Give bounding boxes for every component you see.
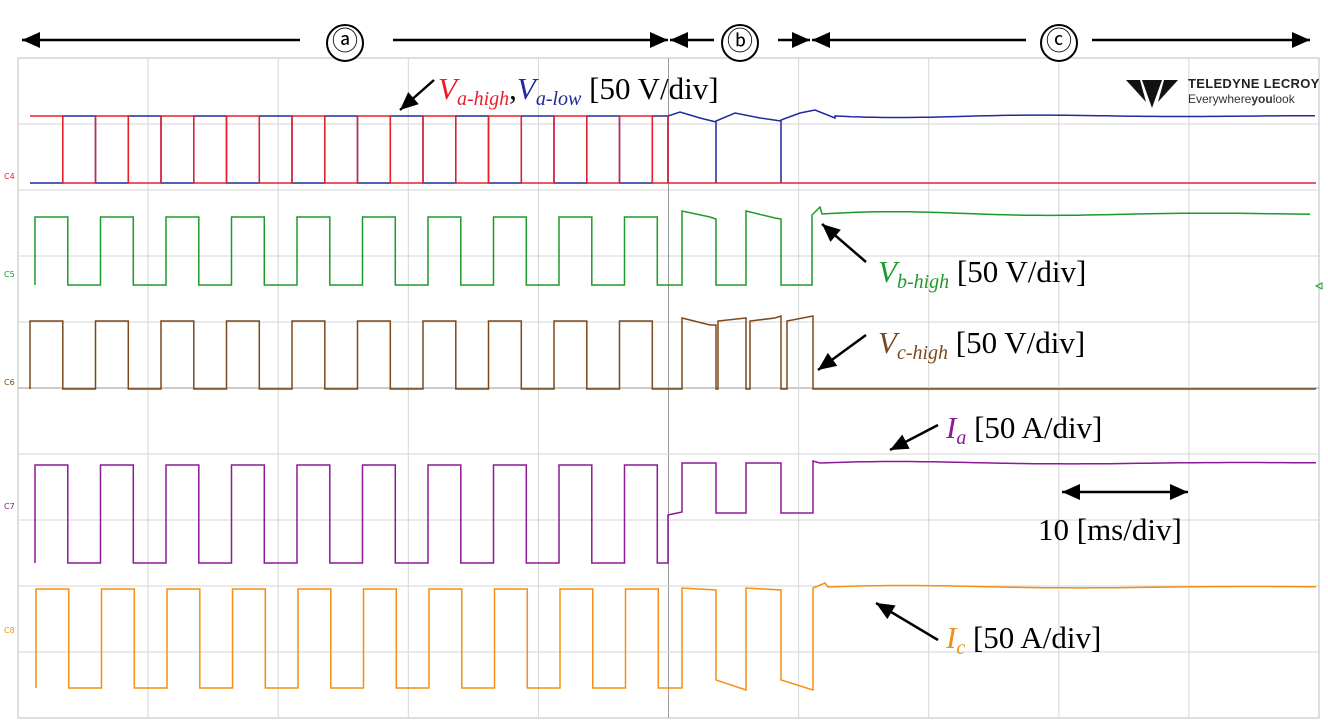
va-low-symbol: V xyxy=(516,71,536,106)
section-a-arrow-right xyxy=(393,32,668,48)
section-c-arrow-left xyxy=(812,32,1026,48)
vb-scale: [50 V/div] xyxy=(949,254,1087,289)
vb-symbol: V xyxy=(878,254,897,289)
ia-scale: [50 A/div] xyxy=(966,410,1103,445)
vc-symbol: V xyxy=(878,325,897,360)
section-c-label: ⓒ xyxy=(1040,24,1078,62)
annotation-arrows xyxy=(22,32,1323,642)
teledyne-logo-icon xyxy=(1126,80,1178,108)
grid xyxy=(17,57,1320,719)
ic-scale: [50 A/div] xyxy=(965,620,1102,655)
va-scale: [50 V/div] xyxy=(581,71,719,106)
trace-ic xyxy=(35,582,1317,692)
timebase-arrow xyxy=(1062,484,1188,500)
timebase-label: 10 [ms/div] xyxy=(1038,512,1182,547)
trace-vb-high xyxy=(34,205,1311,286)
annotation-ia: Ia [50 A/div] xyxy=(946,412,1102,448)
ia-symbol: I xyxy=(946,410,957,445)
logo-tagline: Everywhereyoulook xyxy=(1188,92,1295,106)
annotation-va: Va-high,Va-low [50 V/div] xyxy=(438,73,719,109)
traces xyxy=(29,109,1317,692)
trace-va-high xyxy=(30,115,1316,184)
channel-label-c4: C4 xyxy=(4,172,15,181)
section-a-arrow-left xyxy=(22,32,300,48)
section-a-label: ⓐ xyxy=(326,24,364,62)
logo-brand: TELEDYNE LECROY xyxy=(1188,76,1320,91)
teledyne-lecroy-logo: TELEDYNE LECROY Everywhereyoulook xyxy=(1122,72,1322,112)
va-pointer-arrow xyxy=(399,79,435,111)
ia-pointer-arrow xyxy=(889,423,939,452)
logo-tagline-post: look xyxy=(1272,92,1295,106)
trace-vc-high xyxy=(29,314,1316,390)
ic-symbol: I xyxy=(946,620,957,655)
vb-pointer-arrow xyxy=(821,223,867,263)
vb-subscript: b-high xyxy=(896,271,950,293)
va-high-symbol: V xyxy=(438,71,457,106)
va-high-subscript: a-high xyxy=(456,88,510,110)
section-c-arrow-right xyxy=(1092,32,1310,48)
vc-pointer-arrow xyxy=(817,333,867,372)
section-b-label: ⓑ xyxy=(721,24,759,62)
annotation-vc: Vc-high [50 V/div] xyxy=(878,327,1085,363)
channel-label-c6: C6 xyxy=(4,378,15,387)
section-b-arrow-right xyxy=(778,32,810,48)
section-b-arrow-left xyxy=(670,32,714,48)
trigger-marker-icon xyxy=(1314,282,1323,290)
channel-label-c7: C7 xyxy=(4,502,15,511)
channel-label-c8: C8 xyxy=(4,626,15,635)
annotation-ic: Ic [50 A/div] xyxy=(946,622,1101,658)
channel-label-c5: C5 xyxy=(4,270,15,279)
trace-va-low xyxy=(30,109,1315,184)
ia-subscript: a xyxy=(956,427,967,449)
ic-subscript: c xyxy=(956,637,966,659)
logo-tagline-bold: you xyxy=(1251,92,1273,106)
vc-subscript: c-high xyxy=(896,342,949,364)
vc-scale: [50 V/div] xyxy=(948,325,1086,360)
trace-ia xyxy=(34,460,1316,564)
ic-pointer-arrow xyxy=(875,601,939,642)
logo-tagline-pre: Everywhere xyxy=(1188,92,1252,106)
va-separator: , xyxy=(509,71,517,106)
va-low-subscript: a-low xyxy=(535,88,582,110)
annotation-vb: Vb-high [50 V/div] xyxy=(878,256,1086,292)
